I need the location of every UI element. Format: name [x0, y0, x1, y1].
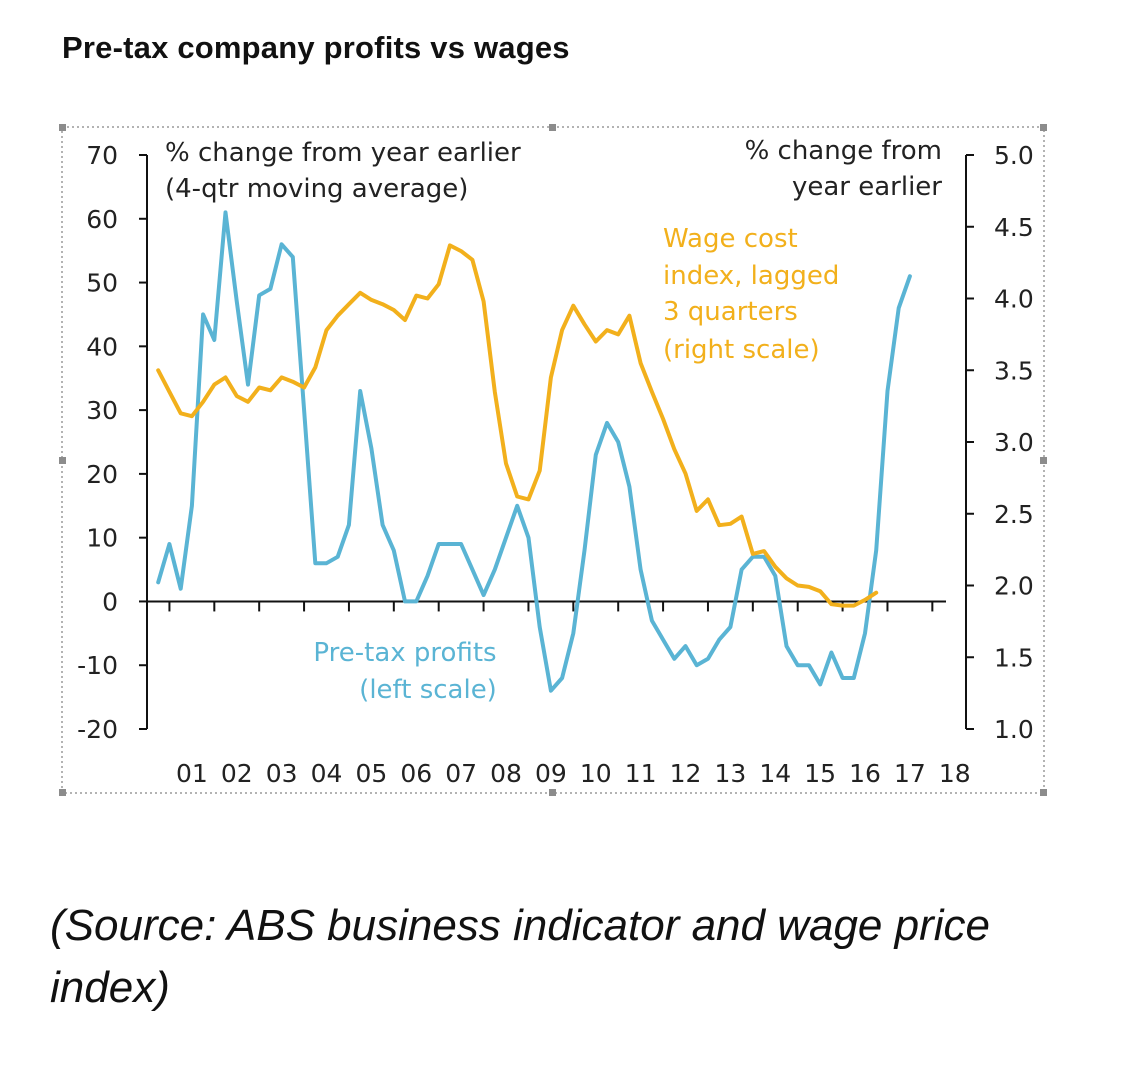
right-axis: 5.0 4.5 4.0 3.5 3.0 2.5 2.0 1.5 1.0 — [965, 141, 1034, 744]
left-axis-tick-label: 10 — [86, 524, 118, 553]
x-axis-tick-label: 09 — [535, 759, 567, 788]
right-axis-tick-label: 1.5 — [994, 643, 1034, 672]
x-axis-tick-label: 10 — [580, 759, 612, 788]
wages-label-line4: (right scale) — [663, 335, 820, 365]
left-axis-note-line2: (4-qtr moving average) — [165, 174, 468, 204]
left-axis-tick-label: 60 — [86, 205, 118, 234]
left-axis-tick-label: 50 — [86, 269, 118, 298]
left-axis-note-line1: % change from year earlier — [165, 138, 521, 168]
profits-label-line2: (left scale) — [359, 675, 497, 705]
x-axis-tick-label: 12 — [670, 759, 702, 788]
right-axis-tick-label: 4.5 — [994, 213, 1034, 242]
left-axis-tick-label: 0 — [102, 587, 118, 616]
x-axis: 01 02 03 04 05 06 07 08 09 10 11 12 13 14 15 16 17 18 — [147, 600, 971, 788]
x-axis-tick-label: 03 — [266, 759, 298, 788]
x-axis-tick-label: 06 — [400, 759, 432, 788]
left-axis-tick-label: 30 — [86, 396, 118, 425]
right-axis-tick-label: 3.5 — [994, 356, 1034, 385]
x-axis-tick-label: 07 — [445, 759, 477, 788]
right-axis-note-line1: % change from — [745, 136, 942, 166]
wages-series-line — [156, 243, 879, 608]
left-axis-tick-label: -10 — [77, 651, 118, 680]
x-axis-tick-label: 16 — [849, 759, 881, 788]
left-axis-tick-label: -20 — [77, 715, 118, 744]
left-axis: 70 60 50 40 30 20 10 0 -10 -20 — [77, 141, 148, 744]
wages-label-line3: 3 quarters — [663, 297, 798, 327]
x-axis-tick-label: 14 — [759, 759, 791, 788]
x-axis-tick-label: 05 — [355, 759, 387, 788]
left-axis-tick-label: 70 — [86, 141, 118, 170]
chart-object-border — [61, 126, 1045, 794]
source-note: (Source: ABS business indicator and wage… — [50, 901, 990, 1013]
wages-label-line1: Wage cost — [663, 224, 798, 254]
x-axis-tick-label: 17 — [894, 759, 926, 788]
x-axis-tick-label: 04 — [311, 759, 343, 788]
x-axis-tick-label: 02 — [221, 759, 253, 788]
x-axis-tick-label: 08 — [490, 759, 522, 788]
right-axis-tick-label: 5.0 — [994, 141, 1034, 170]
wages-label-line2: index, lagged — [663, 261, 839, 291]
right-axis-note-line2: year earlier — [792, 172, 942, 202]
profits-vs-wages-chart: 70 60 50 40 30 20 10 0 -10 -20 5.0 4.5 4.0 3.5 3.0 2.5… — [59, 124, 1047, 796]
profits-label-line1: Pre-tax profits — [313, 638, 496, 668]
x-axis-tick-label: 01 — [176, 759, 208, 788]
x-axis-tick-label: 15 — [804, 759, 836, 788]
x-axis-tick-label: 18 — [939, 759, 971, 788]
page-title: Pre-tax company profits vs wages — [62, 30, 570, 65]
right-axis-tick-label: 2.5 — [994, 500, 1034, 529]
series-layer — [156, 210, 912, 693]
right-axis-tick-label: 1.0 — [994, 715, 1034, 744]
x-axis-tick-label: 13 — [714, 759, 746, 788]
left-axis-tick-label: 20 — [86, 460, 118, 489]
x-axis-tick-label: 11 — [625, 759, 657, 788]
right-axis-tick-label: 4.0 — [994, 285, 1034, 314]
profits-series-line — [156, 210, 912, 693]
left-axis-tick-label: 40 — [86, 332, 118, 361]
right-axis-tick-label: 3.0 — [994, 428, 1034, 457]
chart-resize-handles — [59, 124, 1047, 796]
right-axis-tick-label: 2.0 — [994, 572, 1034, 601]
